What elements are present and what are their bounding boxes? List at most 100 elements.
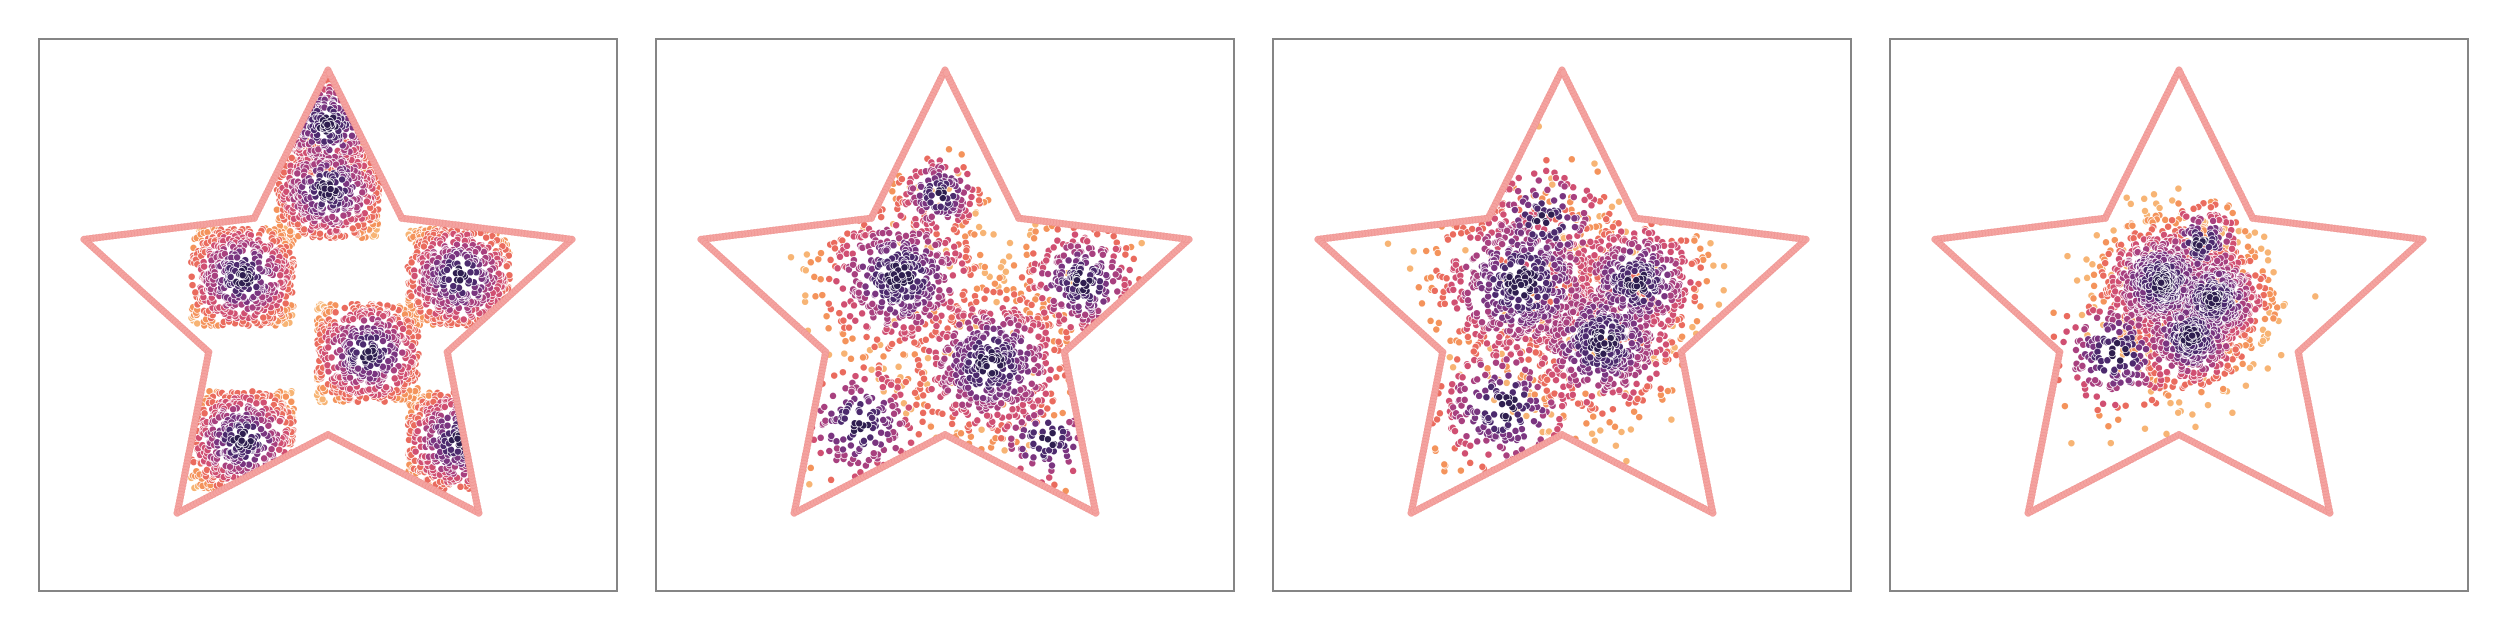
- data-point: [824, 299, 833, 308]
- data-point: [1057, 300, 1066, 309]
- data-point: [390, 374, 399, 383]
- data-point: [862, 333, 871, 341]
- data-point: [1010, 261, 1018, 270]
- data-point: [878, 229, 887, 238]
- data-point: [836, 252, 844, 261]
- data-point: [1083, 237, 1092, 246]
- data-point: [887, 380, 896, 389]
- data-point: [824, 324, 833, 333]
- data-point: [463, 259, 472, 268]
- data-point: [399, 324, 407, 333]
- data-point: [384, 357, 393, 366]
- data-point: [324, 343, 333, 352]
- data-point: [893, 383, 902, 392]
- data-point: [856, 386, 865, 395]
- data-point: [1030, 411, 1039, 420]
- data-point: [862, 289, 871, 297]
- boundary-point: [325, 69, 334, 77]
- data-point: [848, 249, 857, 258]
- data-point: [840, 349, 849, 358]
- data-point: [346, 373, 354, 382]
- data-point: [410, 271, 419, 280]
- data-point: [1005, 252, 1014, 261]
- panel-2: [655, 38, 1235, 592]
- data-point: [967, 193, 976, 201]
- data-point: [843, 241, 851, 250]
- data-point: [340, 304, 349, 312]
- data-point: [909, 184, 917, 193]
- data-point: [827, 475, 836, 484]
- data-point: [869, 449, 878, 458]
- data-point: [1049, 243, 1058, 252]
- data-point: [861, 282, 870, 291]
- data-point: [980, 294, 989, 303]
- data-point: [1065, 418, 1074, 427]
- data-point: [1031, 227, 1040, 236]
- data-point: [858, 262, 867, 271]
- data-point: [1111, 270, 1120, 279]
- data-point: [973, 416, 982, 425]
- data-point: [846, 441, 855, 450]
- data-point: [300, 225, 309, 234]
- data-point: [1011, 423, 1020, 432]
- data-point: [924, 237, 932, 246]
- data-point: [345, 384, 354, 393]
- data-point: [267, 445, 276, 454]
- data-point: [443, 413, 452, 422]
- data-point: [276, 271, 285, 280]
- data-point: [1007, 434, 1016, 443]
- data-point: [339, 211, 348, 220]
- data-point: [838, 368, 847, 377]
- data-point: [293, 169, 302, 178]
- data-point: [1052, 373, 1061, 382]
- data-point: [885, 229, 894, 237]
- data-point: [912, 400, 921, 409]
- data-point: [1022, 250, 1031, 259]
- data-point: [359, 340, 368, 349]
- data-point: [237, 436, 246, 445]
- data-point: [870, 342, 879, 351]
- data-point: [989, 288, 998, 296]
- data-point: [318, 395, 327, 404]
- data-point: [993, 410, 1002, 419]
- data-point: [914, 430, 923, 439]
- data-point: [443, 421, 452, 430]
- data-point: [1050, 345, 1059, 354]
- data-point: [816, 275, 825, 284]
- data-point: [193, 319, 202, 328]
- data-point: [257, 425, 265, 434]
- data-point: [188, 281, 197, 290]
- data-point: [360, 316, 368, 325]
- data-point: [259, 313, 268, 322]
- data-point: [811, 292, 820, 301]
- data-point: [961, 253, 970, 262]
- data-point: [816, 433, 825, 442]
- data-point: [945, 286, 954, 295]
- data-point: [345, 339, 354, 348]
- data-point: [910, 338, 919, 347]
- data-point: [1001, 267, 1010, 276]
- data-point: [845, 323, 853, 332]
- data-point: [252, 282, 261, 291]
- data-point: [352, 348, 361, 357]
- data-point: [839, 435, 848, 444]
- data-point: [990, 279, 999, 288]
- data-point: [1018, 445, 1027, 453]
- data-point: [896, 211, 905, 220]
- data-point: [921, 335, 930, 344]
- data-point: [354, 364, 363, 373]
- data-point: [878, 383, 887, 392]
- data-point: [851, 316, 860, 325]
- data-point: [348, 131, 356, 140]
- data-point: [965, 199, 974, 208]
- data-point: [1002, 295, 1011, 304]
- data-point: [413, 427, 422, 436]
- data-point: [1002, 286, 1011, 294]
- data-point: [200, 409, 209, 418]
- data-point: [971, 209, 980, 218]
- data-point: [964, 383, 973, 392]
- data-point: [255, 264, 264, 273]
- data-point: [1045, 375, 1054, 384]
- data-point: [379, 337, 387, 345]
- data-point: [832, 437, 841, 446]
